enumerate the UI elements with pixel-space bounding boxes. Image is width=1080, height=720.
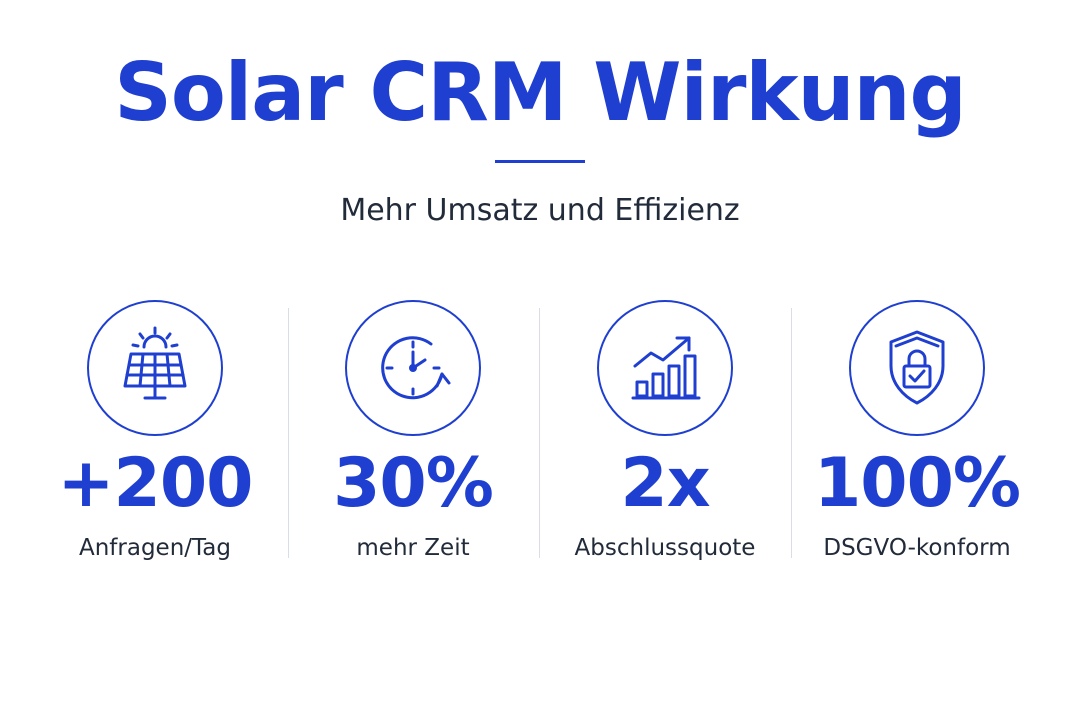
- page-subtitle: Mehr Umsatz und Effizienz: [340, 193, 740, 228]
- stat-value: 2x: [620, 444, 710, 523]
- stat-conversion: 2x Abschlussquote: [540, 300, 790, 570]
- stats-row: +200 Anfragen/Tag 30% mehr Zeit: [30, 300, 1050, 570]
- stat-value: +200: [57, 444, 254, 523]
- stat-time: 30% mehr Zeit: [288, 300, 538, 570]
- stat-label: Abschlussquote: [574, 535, 756, 561]
- solar-panel-icon: [87, 300, 223, 436]
- growth-chart-icon: [597, 300, 733, 436]
- stat-value: 100%: [813, 444, 1021, 523]
- column-separator: [791, 308, 792, 558]
- stat-requests: +200 Anfragen/Tag: [30, 300, 280, 570]
- stat-compliance: 100% DSGVO-konform: [792, 300, 1042, 570]
- stat-label: mehr Zeit: [356, 535, 470, 561]
- column-separator: [539, 308, 540, 558]
- stat-label: Anfragen/Tag: [79, 535, 231, 561]
- shield-lock-icon: [849, 300, 985, 436]
- column-separator: [288, 308, 289, 558]
- stat-value: 30%: [333, 444, 494, 523]
- title-divider: [495, 160, 585, 163]
- stat-label: DSGVO-konform: [823, 535, 1011, 561]
- page-title: Solar CRM Wirkung: [114, 46, 967, 139]
- clock-icon: [345, 300, 481, 436]
